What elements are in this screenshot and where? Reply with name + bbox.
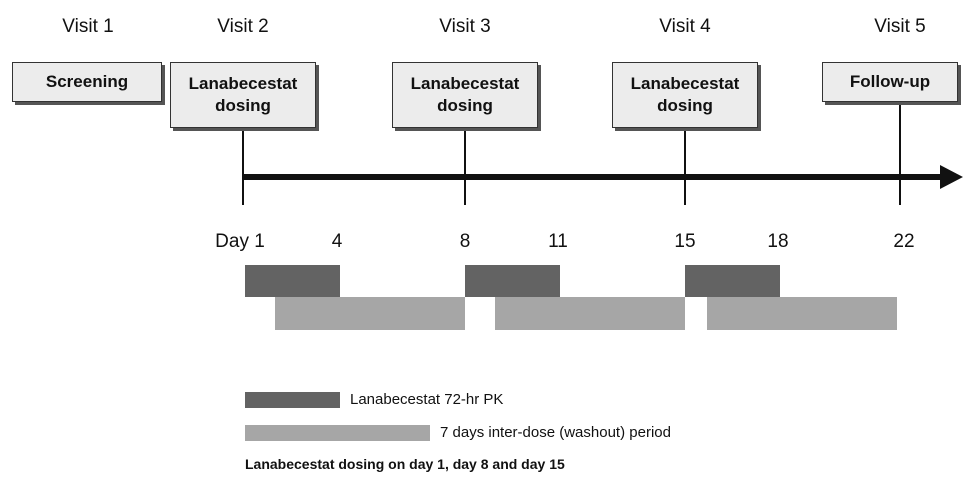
visit-label: Visit 3 bbox=[439, 16, 491, 37]
visit-label: Visit 4 bbox=[659, 16, 711, 37]
visit-label: Visit 2 bbox=[217, 16, 269, 37]
day-label: Day 1 bbox=[215, 231, 265, 252]
washout-bar bbox=[275, 297, 465, 330]
legend-label: Lanabecestat 72-hr PK bbox=[350, 391, 504, 408]
day-label: 8 bbox=[459, 231, 471, 252]
legend-label: 7 days inter-dose (washout) period bbox=[440, 424, 671, 441]
day-label: 22 bbox=[893, 231, 915, 252]
washout-bar bbox=[707, 297, 897, 330]
visit-box: Lanabecestat dosing bbox=[612, 62, 758, 128]
caption: Lanabecestat dosing on day 1, day 8 and … bbox=[245, 456, 565, 472]
day-label: 15 bbox=[674, 231, 696, 252]
visit-label: Visit 1 bbox=[62, 16, 114, 37]
washout-bar bbox=[495, 297, 685, 330]
pk-bar bbox=[685, 265, 780, 297]
visit-box: Lanabecestat dosing bbox=[170, 62, 316, 128]
day-label: 18 bbox=[767, 231, 789, 252]
day-label: 11 bbox=[548, 231, 568, 252]
visit-label: Visit 5 bbox=[874, 16, 926, 37]
visit-box: Screening bbox=[12, 62, 162, 102]
legend-swatch bbox=[245, 392, 340, 408]
pk-bar bbox=[465, 265, 560, 297]
visit-box: Follow-up bbox=[822, 62, 958, 102]
day-label: 4 bbox=[331, 231, 343, 252]
pk-bar bbox=[245, 265, 340, 297]
arrow-head bbox=[940, 165, 963, 189]
legend-swatch bbox=[245, 425, 430, 441]
visit-box: Lanabecestat dosing bbox=[392, 62, 538, 128]
